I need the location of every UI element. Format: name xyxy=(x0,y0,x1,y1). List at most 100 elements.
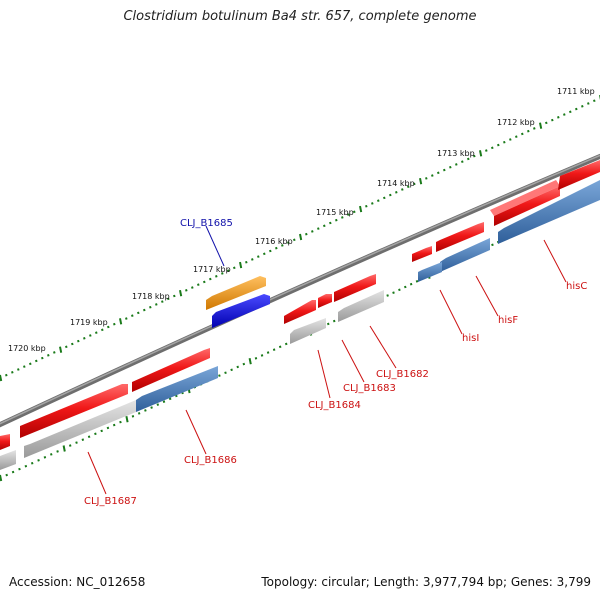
minor-tick xyxy=(266,351,270,354)
gene-label-hisC[interactable]: hisC xyxy=(566,281,587,292)
minor-tick xyxy=(197,283,200,287)
gene-hisC[interactable] xyxy=(490,180,560,216)
gene-CLJ_B1684[interactable] xyxy=(284,300,316,324)
scale-label-1712: 1712 kbp xyxy=(497,118,535,127)
minor-tick xyxy=(545,121,548,125)
minor-tick xyxy=(131,414,135,418)
minor-tick xyxy=(24,464,28,468)
leader-CLJ_B1684 xyxy=(317,349,331,399)
major-tick xyxy=(59,346,63,353)
minor-tick xyxy=(491,243,494,247)
gene-hisI[interactable] xyxy=(412,246,432,262)
scale-label-1717: 1717 kbp xyxy=(193,265,231,274)
gene-label-CLJ_B1684[interactable]: CLJ_B1684 xyxy=(308,400,361,411)
minor-tick xyxy=(371,202,374,205)
gene-steel-1686[interactable] xyxy=(136,366,218,412)
gene-grey-1687[interactable] xyxy=(24,400,136,458)
minor-tick xyxy=(509,138,512,141)
gene-grey-1684[interactable] xyxy=(290,318,326,344)
minor-tick xyxy=(87,435,91,439)
minor-tick xyxy=(527,129,530,133)
minor-tick xyxy=(335,218,338,222)
gene-grey-1682[interactable] xyxy=(338,290,384,322)
minor-tick xyxy=(587,102,590,105)
minor-tick xyxy=(65,345,68,349)
gene-grey-left[interactable] xyxy=(0,450,16,470)
gene-hisF[interactable] xyxy=(436,222,484,252)
minor-tick xyxy=(77,339,80,343)
minor-tick xyxy=(47,354,50,357)
minor-tick xyxy=(131,314,134,318)
minor-tick xyxy=(515,135,518,139)
minor-tick xyxy=(563,113,566,116)
major-tick xyxy=(539,122,543,129)
gene-label-CLJ_B1682[interactable]: CLJ_B1682 xyxy=(376,369,429,380)
minor-tick xyxy=(106,426,110,430)
scale-label-1720: 1720 kbp xyxy=(8,344,46,353)
leader-hisC xyxy=(543,239,567,283)
gene-CLJ_B1686[interactable] xyxy=(132,348,210,392)
minor-tick xyxy=(236,365,239,369)
gene-label-CLJ_B1683[interactable]: CLJ_B1683 xyxy=(343,383,396,394)
gene-label-hisF[interactable]: hisF xyxy=(498,315,518,326)
minor-tick xyxy=(224,371,227,375)
gene-steel-hisC[interactable] xyxy=(498,180,600,244)
minor-tick xyxy=(41,356,44,360)
minor-tick xyxy=(29,362,32,366)
gene-label-CLJ_B1686[interactable]: CLJ_B1686 xyxy=(184,455,237,466)
gene-CLJ_B1685-group xyxy=(206,276,270,328)
scale-label-1713: 1713 kbp xyxy=(437,149,475,158)
minor-tick xyxy=(413,182,416,186)
minor-tick xyxy=(392,291,395,294)
major-tick xyxy=(239,261,243,269)
minor-tick xyxy=(365,204,368,208)
accession-text: Accession: NC_012658 xyxy=(9,575,146,589)
minor-tick xyxy=(461,160,464,163)
major-tick xyxy=(248,358,252,365)
major-tick xyxy=(359,205,363,213)
gene-label-CLJ_B1685[interactable]: CLJ_B1685 xyxy=(180,218,233,229)
gene-hisC-body[interactable] xyxy=(494,186,560,226)
minor-tick xyxy=(125,317,128,320)
gene-left-edge[interactable] xyxy=(0,434,10,450)
gene-CLJ_B1685-orange[interactable] xyxy=(206,276,266,310)
minor-tick xyxy=(215,274,218,278)
minor-tick xyxy=(347,213,350,216)
minor-tick xyxy=(5,473,8,477)
minor-tick xyxy=(251,258,254,261)
minor-tick xyxy=(377,199,380,202)
minor-tick xyxy=(230,368,233,372)
gene-steel-hisF[interactable] xyxy=(440,238,490,272)
major-tick xyxy=(299,233,303,241)
leader-CLJ_B1686 xyxy=(185,409,207,455)
leader-hisF xyxy=(475,275,499,317)
gene-steel-hisI[interactable] xyxy=(418,262,442,282)
minor-tick xyxy=(455,163,458,166)
minor-tick xyxy=(323,224,326,228)
major-tick xyxy=(125,416,129,423)
minor-tick xyxy=(569,110,572,114)
gene-CLJ_B1685-blue[interactable] xyxy=(212,294,270,328)
minor-tick xyxy=(327,322,330,326)
outer-scale-ticks xyxy=(0,95,600,382)
minor-tick xyxy=(254,357,258,360)
minor-tick xyxy=(168,397,172,401)
minor-tick xyxy=(386,294,389,297)
minor-tick xyxy=(191,286,194,289)
gene-CLJ_B1683[interactable] xyxy=(318,294,332,308)
minor-tick xyxy=(95,331,98,334)
gene-label-hisI[interactable]: hisI xyxy=(462,333,479,344)
minor-tick xyxy=(23,365,26,368)
gene-label-CLJ_B1687[interactable]: CLJ_B1687 xyxy=(84,496,137,507)
minor-tick xyxy=(209,277,212,281)
minor-tick xyxy=(275,246,278,250)
gene-CLJ_B1687[interactable] xyxy=(20,384,128,438)
map-title: Clostridium botulinum Ba4 str. 657, comp… xyxy=(123,9,477,24)
gene-hisB[interactable] xyxy=(558,160,600,190)
minor-tick xyxy=(437,171,440,175)
minor-tick xyxy=(35,359,38,363)
scale-label-1716: 1716 kbp xyxy=(255,237,293,246)
minor-tick xyxy=(395,191,398,194)
genome-backbone-highlight xyxy=(0,154,600,425)
gene-CLJ_B1682[interactable] xyxy=(334,274,376,302)
